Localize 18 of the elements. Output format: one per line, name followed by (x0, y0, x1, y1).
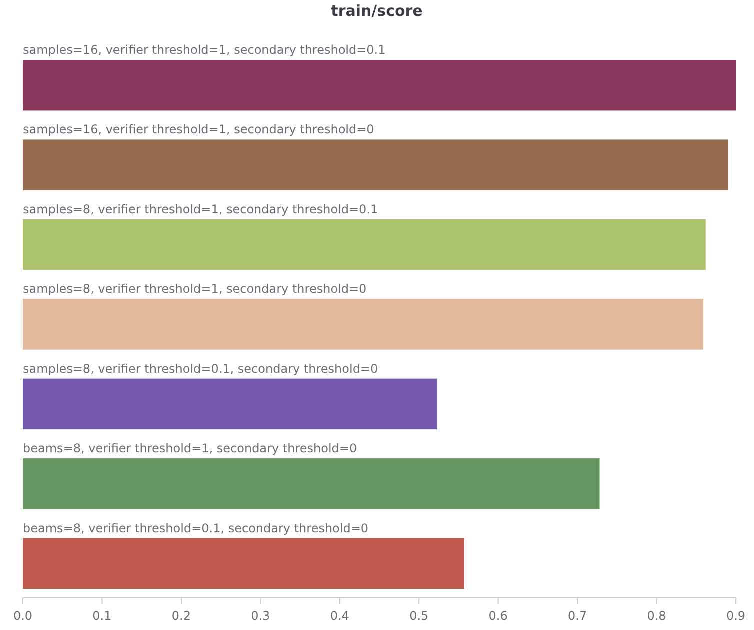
y-tick-label: beams=8, verifier threshold=0.1, secondary threshold=0 (23, 521, 369, 536)
y-tick-label: samples=16, verifier threshold=1, secondary threshold=0 (23, 122, 374, 137)
x-tick-label: 0.8 (647, 609, 666, 623)
x-tick-label: 0.3 (251, 609, 270, 623)
x-tick-label: 0.5 (410, 609, 429, 623)
x-tick-label: 0.7 (568, 609, 588, 623)
x-tick-label: 0.2 (172, 609, 191, 623)
x-tick-label: 0.1 (92, 609, 112, 623)
x-tick-label: 0.6 (488, 609, 508, 623)
y-tick-label: samples=8, verifier threshold=1, secondary threshold=0.1 (23, 202, 378, 216)
y-tick-label: samples=8, verifier threshold=0.1, secondary threshold=0 (23, 362, 378, 376)
y-tick-label: samples=16, verifier threshold=1, secondary threshold=0.1 (23, 43, 386, 57)
y-tick-label: samples=8, verifier threshold=1, secondary threshold=0 (23, 282, 367, 296)
y-tick-label: beams=8, verifier threshold=1, secondary threshold=0 (23, 442, 358, 456)
x-tick-label: 0.4 (330, 609, 350, 623)
chart-title: train/score (331, 2, 423, 20)
x-tick-label: 0.0 (13, 609, 33, 623)
x-tick-label: 0.9 (726, 609, 746, 623)
